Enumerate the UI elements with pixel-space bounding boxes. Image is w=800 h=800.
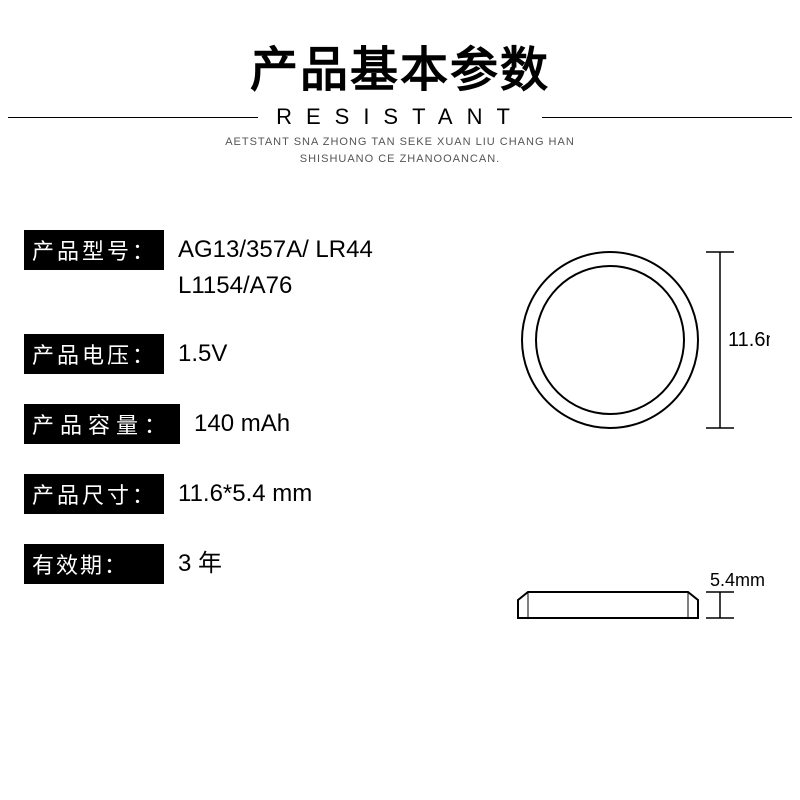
subtitle-line1: AETSTANT SNA ZHONG TAN SEKE XUAN LIU CHA…	[0, 134, 800, 151]
spec-value: AG13/357A/ LR44 L1154/A76	[164, 230, 373, 304]
header: 产品基本参数 RESISTANT AETSTANT SNA ZHONG TAN …	[0, 0, 800, 167]
diagram-side-view: 5.4mm	[510, 560, 770, 650]
spec-label: 产品型号：	[24, 230, 164, 270]
spec-label: 有效期：	[24, 544, 164, 584]
rule-right	[542, 117, 792, 118]
thickness-label: 5.4mm	[710, 570, 765, 590]
spec-value: 11.6*5.4 mm	[164, 474, 312, 512]
diameter-label: 11.6mm	[728, 329, 770, 351]
title-rule: RESISTANT	[0, 104, 800, 130]
outer-circle	[522, 252, 698, 428]
title-chinese: 产品基本参数	[0, 30, 800, 100]
inner-circle	[536, 266, 684, 414]
spec-label: 产品容量：	[24, 404, 180, 444]
subtitle-line2: SHISHUANO CE ZHANOOANCAN.	[0, 151, 800, 168]
cell-outline	[518, 592, 698, 618]
spec-row-size: 产品尺寸： 11.6*5.4 mm	[0, 474, 800, 514]
spec-label: 产品电压：	[24, 334, 164, 374]
spec-label: 产品尺寸：	[24, 474, 164, 514]
subtitle: AETSTANT SNA ZHONG TAN SEKE XUAN LIU CHA…	[0, 134, 800, 167]
spec-value: 1.5V	[164, 334, 227, 372]
title-english: RESISTANT	[258, 104, 542, 130]
spec-value: 140 mAh	[180, 404, 290, 442]
diagram-top-view: 11.6mm	[510, 230, 770, 450]
spec-value: 3 年	[164, 544, 222, 582]
rule-left	[8, 117, 258, 118]
